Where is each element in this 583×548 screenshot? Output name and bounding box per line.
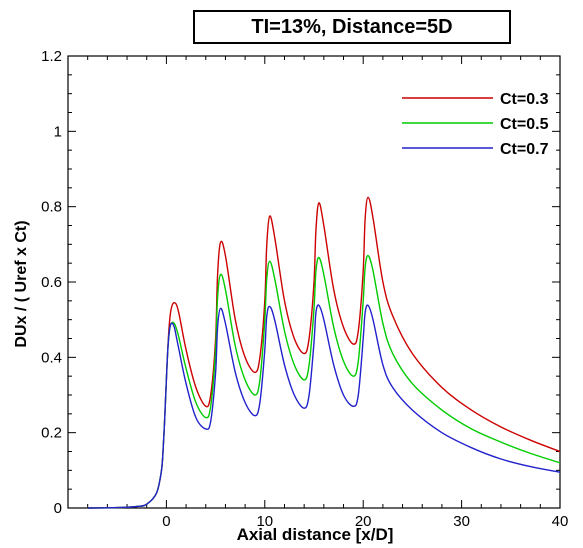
legend-label: Ct=0.5 xyxy=(500,116,549,133)
x-tick-label: 30 xyxy=(453,513,470,530)
y-tick-label: 0 xyxy=(54,500,62,517)
x-tick-label: 40 xyxy=(552,513,569,530)
legend: Ct=0.3 Ct=0.5 Ct=0.7 xyxy=(402,91,549,158)
chart-title: TI=13%, Distance=5D xyxy=(193,10,511,44)
axes: 0 10 20 30 40 0 0.2 0.4 0.6 0.8 1 1.2 xyxy=(41,48,568,530)
legend-label: Ct=0.3 xyxy=(500,91,549,108)
x-tick-label: 0 xyxy=(162,513,170,530)
series-line-ct-0-7 xyxy=(87,304,561,509)
x-tick-label: 20 xyxy=(355,513,372,530)
y-axis-label: DUx / ( Uref x Ct) xyxy=(13,220,30,347)
legend-label: Ct=0.7 xyxy=(500,141,549,158)
y-tick-label: 0.2 xyxy=(41,425,62,442)
x-tick-label: 10 xyxy=(256,513,273,530)
y-tick-label: 0.8 xyxy=(41,199,62,216)
y-tick-label: 0.4 xyxy=(41,349,62,366)
series-lines xyxy=(87,196,561,509)
x-axis-label: Axial distance [x/D] xyxy=(237,525,394,544)
y-tick-label: 1.2 xyxy=(41,48,62,65)
y-tick-label: 1 xyxy=(54,123,62,140)
series-line-ct-0-3 xyxy=(87,196,561,509)
series-line-ct-0-5 xyxy=(87,254,561,509)
y-tick-label: 0.6 xyxy=(41,274,62,291)
